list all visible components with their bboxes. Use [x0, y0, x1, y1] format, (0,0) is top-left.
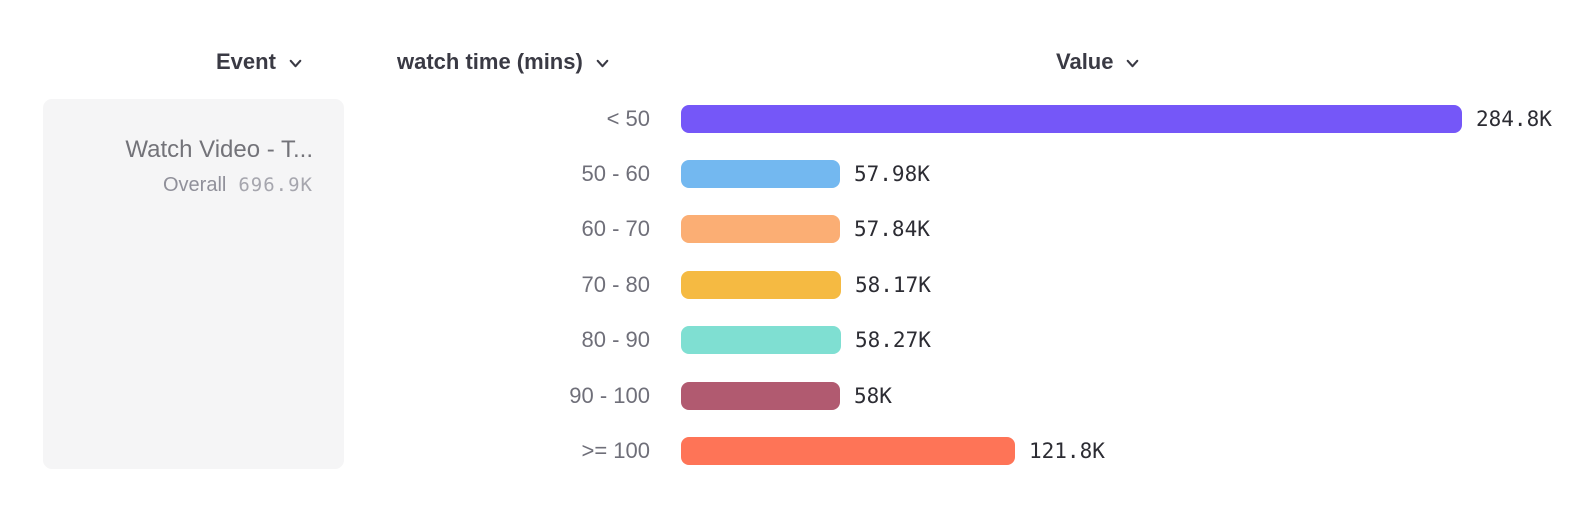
bar-value: 58.17K — [855, 272, 931, 297]
event-card[interactable]: Watch Video - T... Overall 696.9K — [43, 99, 344, 469]
bar-track: 57.98K — [681, 160, 1580, 189]
bar-track: 284.8K — [681, 104, 1580, 133]
chart-row: < 50 284.8K — [400, 91, 1580, 146]
overall-label: Overall — [163, 174, 227, 196]
bar-segment[interactable] — [681, 215, 840, 244]
event-overall-row: Overall 696.9K — [59, 174, 313, 197]
bar-track: 58.17K — [681, 270, 1580, 299]
event-title: Watch Video - T... — [125, 136, 313, 163]
event-column-label: Event — [216, 49, 276, 74]
bar-track: 58K — [681, 381, 1580, 410]
chart-row: >= 100 121.8K — [400, 423, 1580, 478]
bucket-label: 90 - 100 — [569, 382, 650, 408]
bar-segment[interactable] — [681, 270, 841, 299]
bar-value: 121.8K — [1029, 439, 1105, 464]
bucket-label: 80 - 90 — [581, 327, 651, 353]
bucket-label: 50 - 60 — [581, 161, 651, 187]
bar-segment[interactable] — [681, 326, 841, 355]
chart-row: 70 - 80 58.17K — [400, 257, 1580, 312]
bar-track: 58.27K — [681, 326, 1580, 355]
chevron-down-icon — [1124, 55, 1141, 72]
bucket-label: < 50 — [606, 105, 650, 131]
event-column-header[interactable]: Event — [216, 49, 304, 75]
bar-track: 57.84K — [681, 215, 1580, 244]
bar-value: 57.98K — [854, 162, 930, 187]
breakdown-column-label: watch time (mins) — [397, 49, 583, 74]
chart-row: 80 - 90 58.27K — [400, 313, 1580, 368]
chart-row: 90 - 100 58K — [400, 368, 1580, 423]
bar-value: 58.27K — [855, 328, 931, 353]
bar-segment[interactable] — [681, 381, 840, 410]
value-column-header[interactable]: Value — [1056, 49, 1141, 75]
bar-chart: < 50 284.8K 50 - 60 57.98K 60 - 70 57.84K 70 -… — [400, 91, 1580, 479]
bar-segment[interactable] — [681, 104, 1462, 133]
bar-value: 57.84K — [854, 217, 930, 242]
bar-value: 284.8K — [1476, 106, 1552, 131]
bar-track: 121.8K — [681, 437, 1580, 466]
chart-row: 60 - 70 57.84K — [400, 202, 1580, 257]
chevron-down-icon — [287, 55, 304, 72]
bucket-label: 70 - 80 — [581, 271, 651, 297]
overall-value: 696.9K — [238, 174, 313, 196]
value-column-label: Value — [1056, 49, 1114, 74]
bar-segment[interactable] — [681, 160, 840, 189]
chevron-down-icon — [594, 55, 611, 72]
bar-value: 58K — [854, 383, 892, 408]
breakdown-column-header[interactable]: watch time (mins) — [397, 49, 611, 75]
bucket-label: 60 - 70 — [581, 216, 651, 242]
chart-row: 50 - 60 57.98K — [400, 146, 1580, 201]
bucket-label: >= 100 — [581, 438, 650, 464]
bar-segment[interactable] — [681, 437, 1015, 466]
